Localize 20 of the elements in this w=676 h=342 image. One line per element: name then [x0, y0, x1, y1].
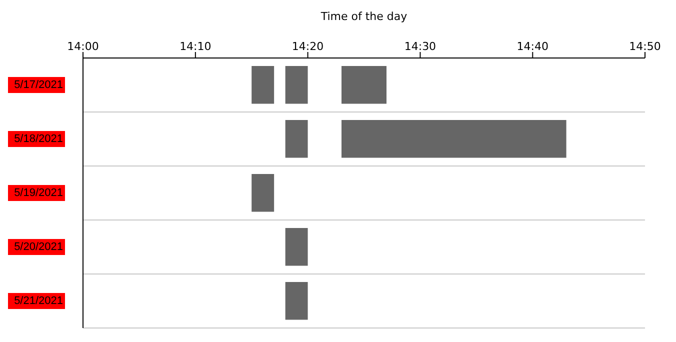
x-tick-label: 14:10 [180, 40, 212, 53]
x-tick-label: 14:20 [292, 40, 324, 53]
y-tick-label: 5/19/2021 [14, 187, 63, 199]
bar [285, 120, 308, 158]
bar [252, 174, 274, 212]
x-tick-label: 14:00 [67, 40, 99, 53]
y-tick-label: 5/18/2021 [14, 133, 63, 145]
x-tick-label: 14:30 [404, 40, 436, 53]
y-tick-label: 5/17/2021 [14, 79, 63, 91]
bar [285, 66, 308, 104]
bar [342, 66, 386, 104]
x-tick-label: 14:50 [629, 40, 661, 53]
x-tick-label: 14:40 [516, 40, 548, 53]
bar [252, 66, 274, 104]
y-tick-label: 5/20/2021 [14, 241, 63, 253]
bar [285, 282, 308, 320]
bar [285, 228, 308, 266]
y-tick-label: 5/21/2021 [14, 295, 63, 307]
x-axis-title: Time of the day [320, 10, 408, 23]
bar [342, 120, 566, 158]
